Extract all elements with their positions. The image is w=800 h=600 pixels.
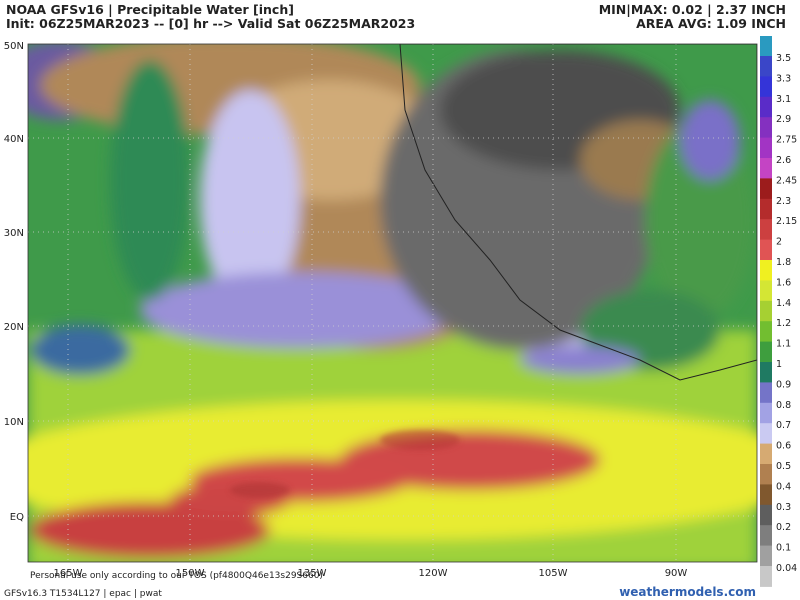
colorbar-label: 2.9 bbox=[776, 114, 791, 125]
colorbar-label: 0.9 bbox=[776, 379, 791, 390]
colorbar-label: 2.45 bbox=[776, 175, 797, 186]
area-avg: AREA AVG: 1.09 INCH bbox=[636, 16, 786, 31]
lat-label: 30N bbox=[4, 228, 24, 239]
colorbar-label: 1.6 bbox=[776, 277, 791, 288]
colorbar-swatch bbox=[760, 96, 772, 118]
colorbar-label: 3.3 bbox=[776, 73, 791, 84]
lon-label: 165W bbox=[54, 568, 83, 579]
colorbar-swatch bbox=[760, 300, 772, 322]
lat-label: 10N bbox=[4, 417, 24, 428]
colorbar-swatch bbox=[760, 158, 772, 179]
colorbar-swatch bbox=[760, 341, 772, 363]
colorbar-label: 0.04 bbox=[776, 563, 797, 574]
colorbar-swatch bbox=[760, 219, 772, 241]
model-info: GFSv16.3 T1534L127 | epac | pwat bbox=[4, 589, 162, 599]
colorbar-label: 0.8 bbox=[776, 400, 791, 411]
lat-label: 50N bbox=[4, 41, 24, 52]
colorbar-swatch bbox=[760, 321, 772, 343]
lat-labels: 50N 40N 30N 20N 10N EQ bbox=[4, 41, 24, 523]
colorbar-label: 3.1 bbox=[776, 94, 791, 105]
lat-label: EQ bbox=[10, 512, 24, 523]
colorbar-swatch bbox=[760, 423, 772, 445]
lat-label: 40N bbox=[4, 134, 24, 145]
lat-label: 20N bbox=[4, 322, 24, 333]
colorbar-swatch bbox=[760, 260, 772, 281]
colorbar-label: 0.4 bbox=[776, 481, 791, 492]
colorbar-swatch bbox=[760, 566, 772, 587]
colorbar-swatch bbox=[760, 56, 772, 77]
colorbar-label: 0.6 bbox=[776, 441, 791, 452]
site-link[interactable]: weathermodels.com bbox=[619, 585, 756, 599]
colorbar-swatch bbox=[760, 178, 772, 200]
colorbar-swatch bbox=[760, 402, 772, 424]
colorbar-swatch bbox=[760, 443, 772, 465]
colorbar-label: 0.7 bbox=[776, 420, 791, 431]
min-max: MIN|MAX: 0.02 | 2.37 INCH bbox=[599, 2, 786, 17]
colorbar-swatch bbox=[760, 484, 772, 506]
colorbar-cap bbox=[760, 36, 772, 56]
colorbar-label: 1.8 bbox=[776, 257, 791, 268]
colorbar-label: 2 bbox=[776, 237, 782, 248]
lon-label: 105W bbox=[539, 568, 568, 579]
map bbox=[28, 44, 757, 562]
colorbar-label: 2.6 bbox=[776, 155, 791, 166]
notice: Personal use only according to our TOS (… bbox=[30, 571, 323, 581]
lon-label: 90W bbox=[665, 568, 688, 579]
colorbar-label: 0.2 bbox=[776, 522, 791, 533]
init-line: Init: 06Z25MAR2023 -- [0] hr --> Valid S… bbox=[6, 16, 415, 31]
colorbar-swatch bbox=[760, 280, 772, 302]
lon-label: 120W bbox=[419, 568, 448, 579]
colorbar-label: 2.3 bbox=[776, 196, 791, 207]
colorbar-swatch bbox=[760, 382, 772, 404]
colorbar-swatch bbox=[760, 464, 772, 485]
colorbar-label: 3.5 bbox=[776, 53, 791, 64]
colorbar-label: 1.4 bbox=[776, 298, 791, 309]
lon-label: 135W bbox=[298, 568, 327, 579]
colorbar-swatch bbox=[760, 76, 772, 98]
colorbar-label: 1.1 bbox=[776, 339, 791, 350]
colorbar-label: 1 bbox=[776, 359, 782, 370]
colorbar-swatch bbox=[760, 504, 772, 526]
colorbar-swatch bbox=[760, 137, 772, 159]
colorbar-label: 1.2 bbox=[776, 318, 791, 329]
colorbar-swatch bbox=[760, 117, 772, 139]
colorbar-swatch bbox=[760, 362, 772, 383]
colorbar-swatch bbox=[760, 545, 772, 567]
lon-label: 150W bbox=[176, 568, 205, 579]
colorbar-swatch bbox=[760, 198, 772, 220]
colorbar-label: 0.5 bbox=[776, 461, 791, 472]
colorbar-label: 2.15 bbox=[776, 216, 797, 227]
colorbar-label: 0.1 bbox=[776, 543, 791, 554]
colorbar: 3.5 3.3 3.1 2.9 2.75 2.6 2.45 2.3 2.15 2 1.8 1.6 1.4… bbox=[760, 36, 797, 587]
lon-labels: 165W 150W 135W 120W 105W 90W bbox=[54, 568, 688, 579]
colorbar-label: 0.3 bbox=[776, 502, 791, 513]
colorbar-swatch bbox=[760, 239, 772, 261]
colorbar-label: 2.75 bbox=[776, 135, 797, 146]
colorbar-swatch bbox=[760, 525, 772, 547]
title: NOAA GFSv16 | Precipitable Water [inch] bbox=[6, 2, 294, 17]
